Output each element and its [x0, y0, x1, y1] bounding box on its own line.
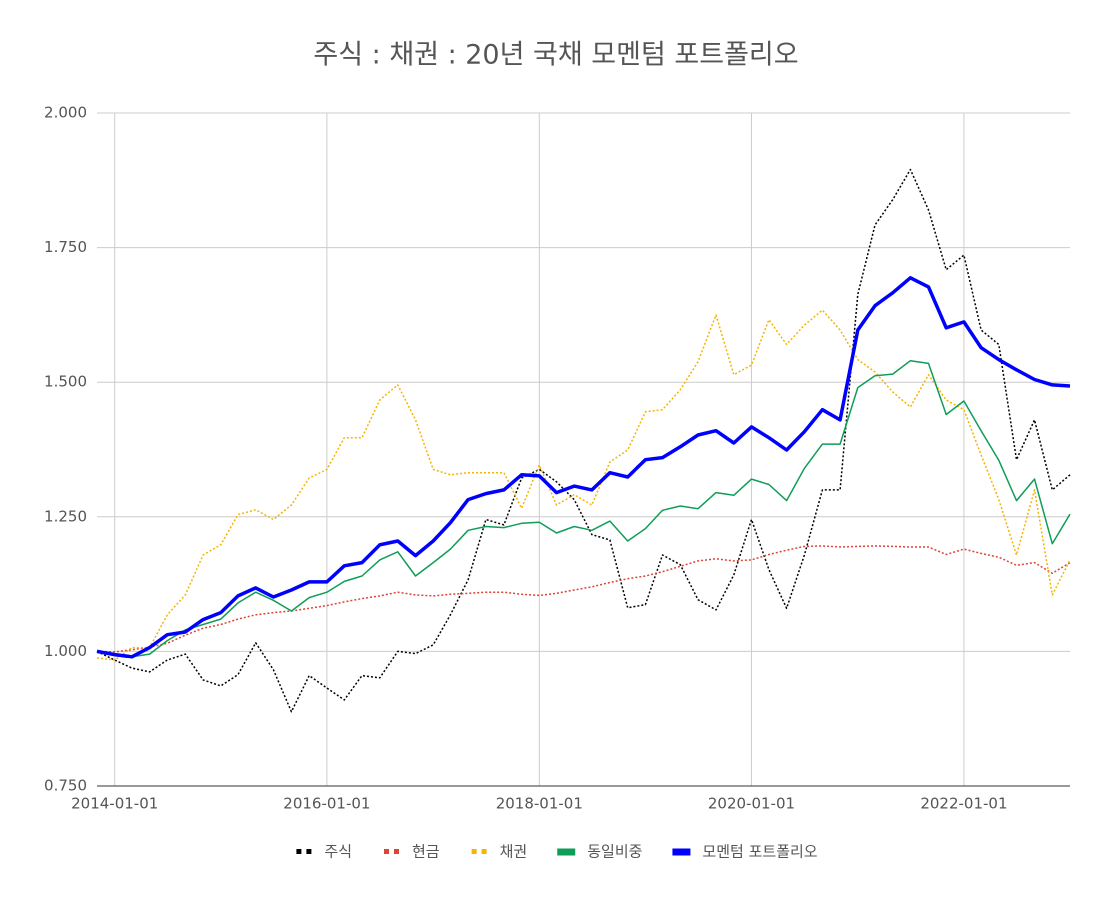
- legend-label: 주식: [324, 843, 352, 861]
- legend-marker: [394, 849, 400, 854]
- y-tick-label: 1.250: [44, 507, 87, 525]
- y-tick-label: 0.750: [44, 777, 87, 795]
- legend-marker: [481, 849, 487, 854]
- series-line: [96, 545, 1071, 653]
- y-tick-label: 1.750: [44, 238, 87, 256]
- x-tick-label: 2020-01-01: [708, 795, 795, 813]
- legend-label: 현금: [412, 843, 440, 861]
- legend-marker: [557, 848, 576, 856]
- legend-marker: [384, 849, 390, 854]
- legend-marker: [672, 848, 691, 856]
- legend-marker: [471, 849, 477, 854]
- x-tick-label: 2022-01-01: [920, 795, 1007, 813]
- series-line: [96, 276, 1071, 659]
- legend-label: 동일비중: [587, 843, 642, 861]
- chart-title: 주식 : 채권 : 20년 국채 모멘텀 포트폴리오: [313, 40, 798, 71]
- x-tick-label: 2016-01-01: [283, 795, 370, 813]
- series-line: [96, 359, 1071, 658]
- series-line: [96, 309, 1071, 661]
- legend-label: 채권: [500, 843, 528, 861]
- x-tick-label: 2018-01-01: [496, 795, 583, 813]
- y-tick-label: 1.000: [44, 642, 87, 660]
- y-tick-label: 1.500: [44, 373, 87, 391]
- y-tick-label: 2.000: [44, 104, 87, 122]
- x-tick-label: 2014-01-01: [71, 795, 158, 813]
- legend-marker: [296, 849, 302, 854]
- series-line: [96, 168, 1071, 713]
- legend-marker: [306, 849, 312, 854]
- legend-label: 모멘텀 포트폴리오: [702, 843, 817, 861]
